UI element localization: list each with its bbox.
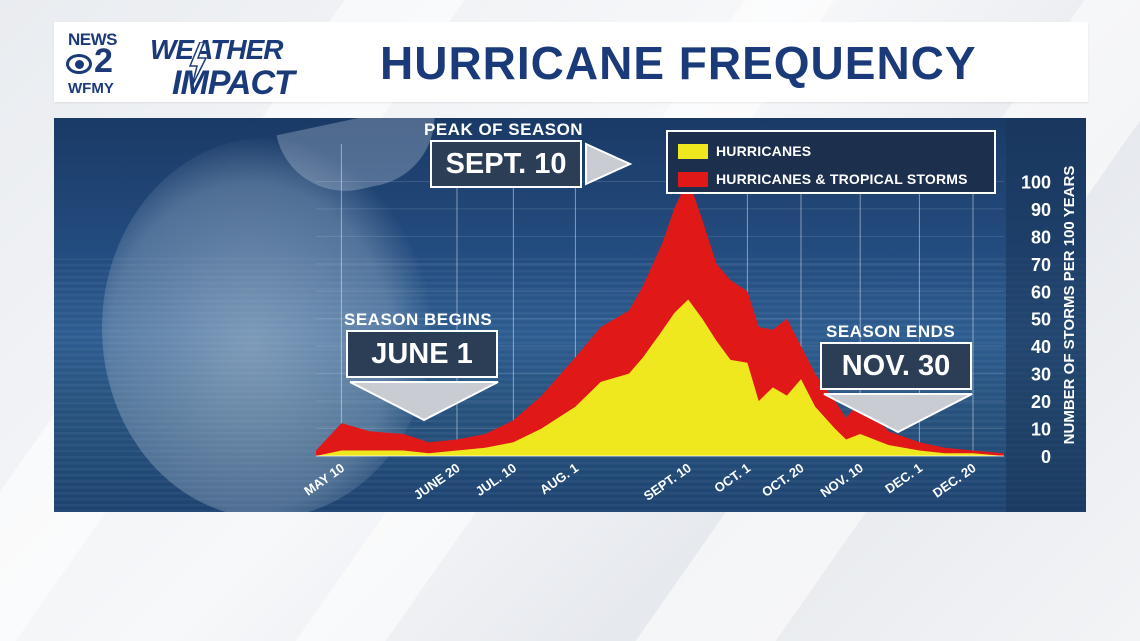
y-tick-label: 80	[1031, 227, 1051, 247]
begin-callout-label: JUNE 1	[346, 330, 498, 378]
legend-swatch-red	[678, 171, 708, 187]
logo-news: NEWS	[68, 30, 118, 49]
x-tick-label: MAY 10	[301, 460, 347, 498]
begin-callout-title: SEASON BEGINS	[344, 310, 493, 329]
x-tick-label: AUG. 1	[537, 460, 581, 497]
y-tick-label: 100	[1021, 172, 1051, 192]
area-tropical-storms	[316, 178, 1004, 456]
y-tick-label: 0	[1041, 447, 1051, 467]
chart-panel: 0 10 20 30 40 50 60 70 80 90 100 NUMBER OF STORMS P…	[54, 118, 1086, 512]
x-tick-label: OCT. 1	[711, 460, 753, 495]
peak-arrow-icon	[585, 142, 633, 186]
logo-number: 2	[94, 42, 113, 80]
y-axis-panel	[1006, 118, 1086, 512]
lightning-bolt-icon	[188, 42, 208, 86]
legend-swatch-yellow	[678, 143, 708, 159]
x-tick-label: SEPT. 10	[641, 460, 694, 503]
legend-label: HURRICANES	[716, 143, 812, 159]
y-axis-label: NUMBER OF STORMS PER 100 YEARS	[1061, 166, 1078, 445]
logo-weather: WEATHER	[150, 34, 283, 65]
peak-callout-label: SEPT. 10	[430, 140, 582, 188]
station-logo: NEWS 2 WFMY WEATHER IMPACT	[66, 28, 336, 102]
x-tick-label: DEC. 1	[882, 460, 925, 496]
y-tick-label: 70	[1031, 255, 1051, 275]
x-tick-label: JUNE 20	[411, 460, 463, 503]
y-tick-label: 50	[1031, 310, 1051, 330]
x-tick-label: JUL. 10	[473, 460, 519, 499]
header-bar: NEWS 2 WFMY WEATHER IMPACT HURRICANE FRE…	[54, 22, 1088, 102]
cbs-eye-icon	[66, 54, 92, 74]
y-tick-label: 40	[1031, 337, 1051, 357]
y-tick-label: 20	[1031, 392, 1051, 412]
end-callout-title: SEASON ENDS	[826, 322, 956, 341]
legend-label: HURRICANES & TROPICAL STORMS	[716, 171, 968, 187]
page-title: HURRICANE FREQUENCY	[380, 37, 977, 89]
logo-call-sign: WFMY	[68, 80, 114, 97]
chart-legend: HURRICANES HURRICANES & TROPICAL STORMS	[666, 130, 996, 194]
y-tick-label: 10	[1031, 420, 1051, 440]
y-tick-label: 30	[1031, 365, 1051, 385]
x-tick-label: NOV. 10	[817, 460, 865, 500]
area-hurricanes	[316, 299, 1004, 456]
peak-callout-title: PEAK OF SEASON	[424, 120, 584, 139]
y-tick-label: 90	[1031, 200, 1051, 220]
end-arrow-icon	[823, 393, 973, 434]
x-tick-label: DEC. 20	[930, 460, 979, 500]
x-tick-label: OCT. 20	[759, 460, 807, 500]
y-tick-label: 60	[1031, 282, 1051, 302]
logo-impact: IMPACT	[172, 64, 295, 102]
begin-arrow-icon	[349, 381, 499, 422]
end-callout-label: NOV. 30	[820, 342, 972, 390]
legend-item-tropical: HURRICANES & TROPICAL STORMS	[678, 169, 968, 189]
legend-item-hurricanes: HURRICANES	[678, 141, 811, 161]
